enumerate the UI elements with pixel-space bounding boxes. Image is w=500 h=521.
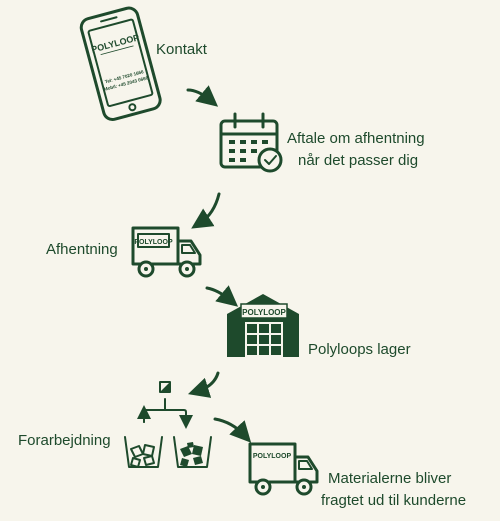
aftale-line1: Aftale om afhentning — [287, 130, 425, 147]
forarbejdning-label: Forarbejdning — [18, 432, 111, 449]
truck1-logo: POLYLOOP — [134, 239, 173, 246]
materialer-line2: fragtet ud til kunderne — [321, 492, 467, 509]
arrow-2 — [191, 192, 221, 229]
phone-logo: POLYLOOP — [90, 32, 140, 54]
truck2-logo: POLYLOOP — [253, 453, 292, 460]
aftale-line2: når det passer dig — [298, 152, 419, 169]
lager-label: Polyloops lager — [308, 341, 411, 358]
arrow-4 — [187, 371, 220, 398]
bin-filled-icon — [173, 436, 212, 468]
arrow-3 — [205, 285, 239, 307]
bin-empty-icon — [124, 436, 163, 468]
warehouse-logo: POLYLOOP — [242, 308, 286, 317]
pickup-truck-icon: POLYLOOP — [131, 226, 202, 278]
afhentning-label: Afhentning — [46, 241, 118, 258]
calendar-check-icon — [219, 112, 283, 173]
delivery-truck-icon: POLYLOOP — [248, 442, 319, 496]
materialer-line1: Materialerne bliver — [328, 470, 452, 487]
phone-icon: POLYLOOP Tel: +45 7020 1666 Mobil: +45 2… — [79, 6, 162, 121]
split-branch-icon — [137, 381, 193, 429]
warehouse-icon: POLYLOOP — [227, 294, 299, 357]
arrow-5 — [213, 417, 252, 443]
kontakt-label: Kontakt — [156, 41, 207, 58]
arrow-1 — [186, 85, 219, 107]
